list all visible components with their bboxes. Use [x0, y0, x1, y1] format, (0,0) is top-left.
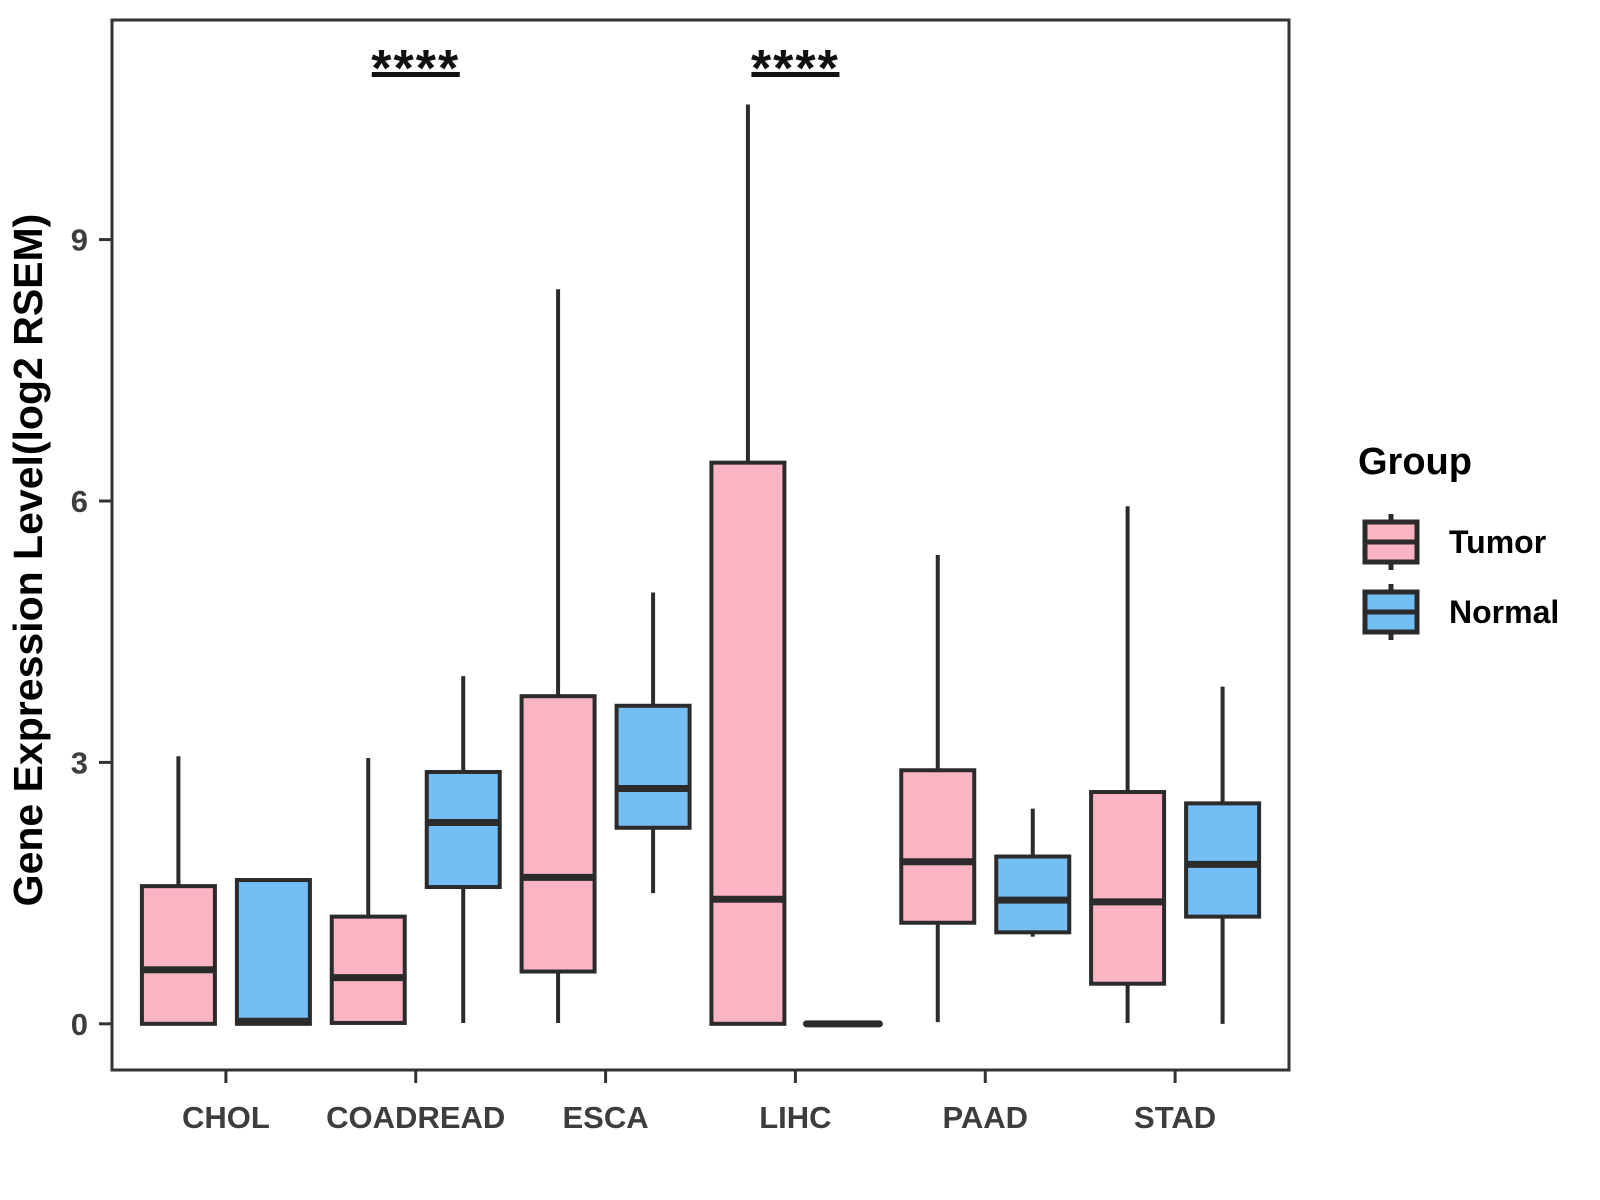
x-tick-label-stad: STAD: [1134, 1100, 1216, 1135]
y-tick-label: 6: [71, 484, 88, 519]
iqr-box: [994, 854, 1072, 935]
plot-panel-border: [110, 18, 1291, 1072]
box-chol-tumor: [139, 756, 217, 1026]
box-paad-normal: [994, 808, 1072, 937]
box-esca-tumor: [519, 289, 597, 1023]
iqr-box: [1184, 801, 1262, 919]
significance-lihc: ****: [751, 40, 840, 98]
y-tick-label: 9: [71, 223, 88, 258]
x-tick-label-esca: ESCA: [563, 1100, 649, 1135]
box-stad-normal: [1184, 686, 1262, 1024]
box-paad-tumor: [899, 555, 977, 1023]
box-chol-normal: [234, 878, 312, 1026]
iqr-box: [614, 703, 692, 830]
y-axis: 0 3 6 9: [71, 223, 112, 1042]
significance-bar: [751, 72, 840, 77]
x-tick-label-lihc: LIHC: [759, 1100, 831, 1135]
iqr-box: [424, 769, 502, 890]
legend-entry-normal: Normal: [1362, 584, 1559, 640]
y-axis-title: Gene Expression Level(log2 RSEM): [5, 214, 51, 907]
iqr-box: [139, 884, 217, 1026]
box-lihc-tumor: [709, 104, 787, 1026]
iqr-box: [899, 768, 977, 925]
legend-entry-tumor: Tumor: [1362, 514, 1546, 570]
significance-annotations: **** ****: [371, 40, 840, 98]
y-tick-label: 3: [71, 745, 88, 780]
box-stad-tumor: [1089, 506, 1167, 1023]
significance-stars: ****: [371, 40, 460, 98]
x-tick-label-chol: CHOL: [182, 1100, 270, 1135]
iqr-box: [709, 460, 787, 1026]
box-esca-normal: [614, 592, 692, 894]
legend-title: Group: [1358, 441, 1472, 483]
box-coadread-normal: [424, 676, 502, 1023]
boxes-layer: [139, 104, 1262, 1028]
legend-label-tumor: Tumor: [1449, 524, 1546, 560]
significance-coadread: ****: [371, 40, 460, 98]
x-tick-label-paad: PAAD: [942, 1100, 1028, 1135]
y-tick-label: 0: [71, 1007, 88, 1042]
x-tick-label-coadread: COADREAD: [326, 1100, 505, 1135]
significance-bar: [371, 72, 460, 77]
significance-stars: ****: [751, 40, 840, 98]
iqr-box: [1089, 790, 1167, 986]
x-axis: CHOL COADREAD ESCA LIHC PAAD STAD: [182, 1070, 1216, 1135]
iqr-box: [519, 694, 597, 974]
box-coadread-tumor: [329, 758, 407, 1025]
legend: Group Tumor Normal: [1358, 441, 1559, 640]
legend-entries: Tumor Normal: [1362, 514, 1559, 640]
iqr-box: [234, 878, 312, 1026]
iqr-box: [329, 914, 407, 1025]
legend-label-normal: Normal: [1449, 594, 1559, 630]
